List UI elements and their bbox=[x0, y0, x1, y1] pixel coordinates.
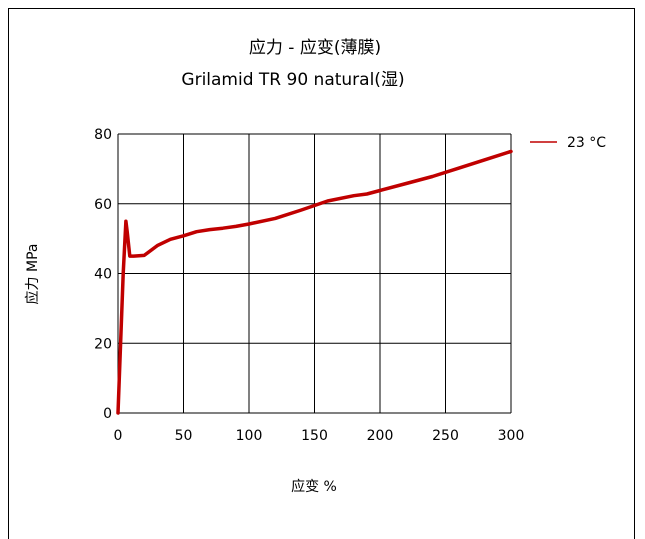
x-tick-label-300: 300 bbox=[498, 428, 525, 444]
y-tick-label-20: 20 bbox=[94, 336, 112, 352]
x-tick-label-200: 200 bbox=[367, 428, 394, 444]
x-tick-label-50: 50 bbox=[175, 428, 193, 444]
grid-lines bbox=[117, 133, 512, 414]
y-axis-label: 应力 MPa bbox=[24, 244, 41, 305]
y-tick-labels: 0 20 40 60 80 bbox=[94, 127, 112, 422]
x-tick-labels: 0 50 100 150 200 250 300 bbox=[114, 428, 525, 444]
x-tick-label-250: 250 bbox=[432, 428, 459, 444]
legend: 23 °C bbox=[530, 135, 606, 151]
series-lines bbox=[116, 149, 513, 415]
y-tick-label-40: 40 bbox=[94, 267, 112, 283]
x-tick-label-150: 150 bbox=[301, 428, 328, 444]
x-tick-label-100: 100 bbox=[236, 428, 263, 444]
x-tick-label-0: 0 bbox=[114, 428, 123, 444]
chart-subtitle: Grilamid TR 90 natural(湿) bbox=[181, 70, 404, 90]
y-tick-label-80: 80 bbox=[94, 127, 112, 143]
y-tick-label-60: 60 bbox=[94, 197, 112, 213]
series-line-0 bbox=[116, 149, 513, 415]
chart-title: 应力 - 应变(薄膜) bbox=[249, 38, 381, 58]
x-axis-label: 应变 % bbox=[291, 478, 337, 495]
y-tick-label-0: 0 bbox=[103, 406, 112, 422]
legend-label-23c: 23 °C bbox=[567, 135, 606, 151]
